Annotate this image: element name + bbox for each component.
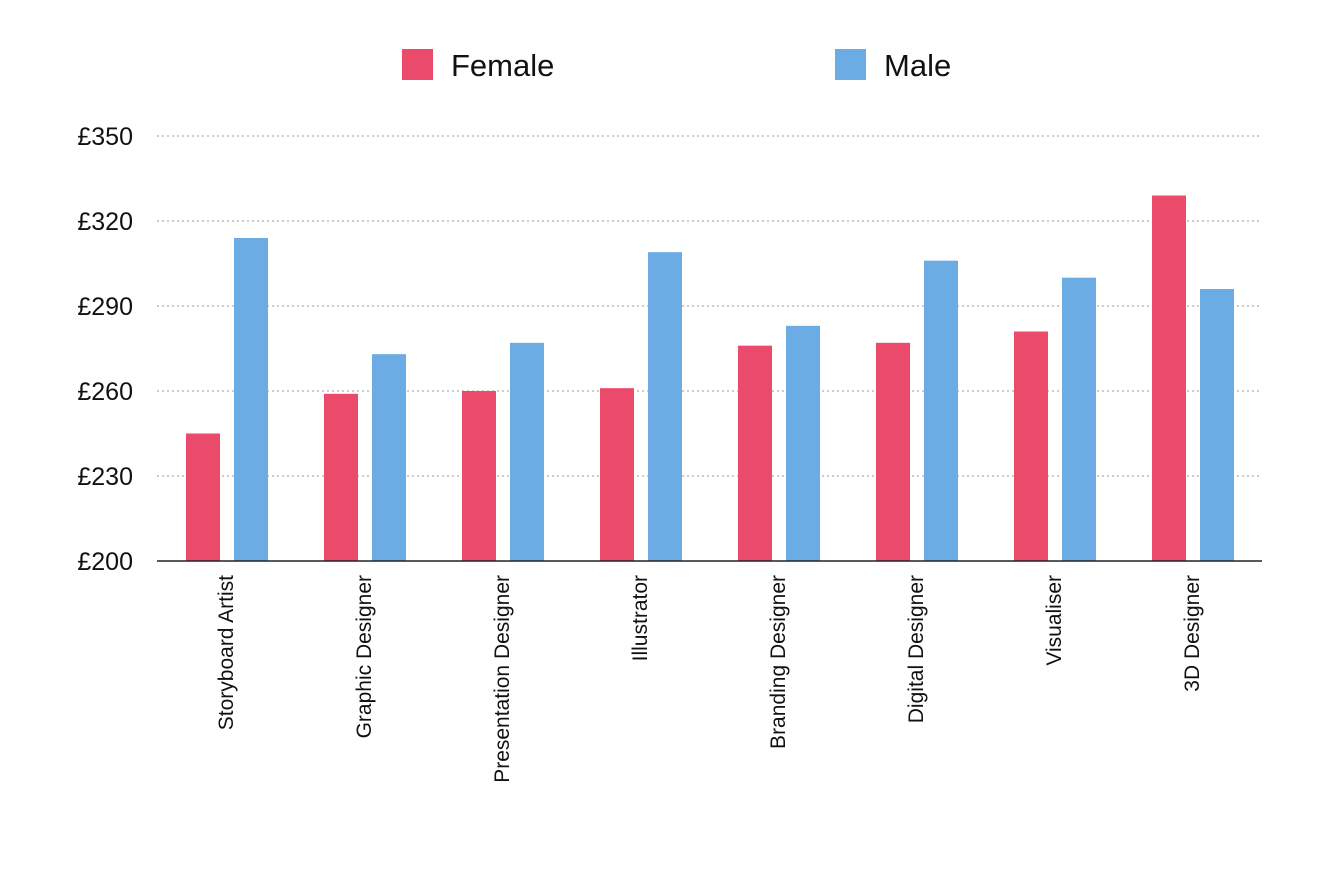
x-tick-label: Presentation Designer bbox=[491, 575, 514, 783]
y-tick-label: £320 bbox=[77, 208, 133, 236]
y-axis: £350 £320 £290 £260 £230 £200 bbox=[77, 123, 133, 576]
x-tick-label: Illustrator bbox=[629, 575, 652, 661]
bar-female-visualiser bbox=[1014, 331, 1048, 561]
bar-female-digital-designer bbox=[876, 342, 910, 561]
bar-female-graphic-designer bbox=[324, 393, 358, 561]
bar-male-branding-designer bbox=[786, 325, 820, 561]
x-tick-label: 3D Designer bbox=[1181, 575, 1204, 692]
bars bbox=[186, 195, 1234, 561]
bar-male-storyboard-artist bbox=[234, 238, 268, 561]
bar-female-storyboard-artist bbox=[186, 433, 220, 561]
gridlines bbox=[157, 135, 1262, 477]
legend-label-female: Female bbox=[451, 48, 554, 83]
bar-male-visualiser bbox=[1062, 277, 1096, 561]
legend-label-male: Male bbox=[884, 48, 951, 83]
y-tick-label: £290 bbox=[77, 293, 133, 321]
x-tick-label: Graphic Designer bbox=[353, 575, 376, 738]
bar-male-3d-designer bbox=[1200, 289, 1234, 561]
legend-swatch-male bbox=[835, 49, 866, 80]
x-tick-label: Visualiser bbox=[1043, 575, 1066, 666]
bar-female-illustrator bbox=[600, 388, 634, 561]
bar-male-digital-designer bbox=[924, 260, 958, 561]
bar-female-branding-designer bbox=[738, 345, 772, 561]
y-tick-label: £230 bbox=[77, 463, 133, 491]
y-tick-label: £350 bbox=[77, 123, 133, 151]
bar-female-presentation-designer bbox=[462, 391, 496, 561]
legend-swatch-female bbox=[402, 49, 433, 80]
bar-male-presentation-designer bbox=[510, 342, 544, 561]
y-tick-label: £200 bbox=[77, 548, 133, 576]
x-tick-label: Storyboard Artist bbox=[215, 575, 238, 730]
bar-male-illustrator bbox=[648, 252, 682, 561]
x-tick-label: Digital Designer bbox=[905, 575, 928, 723]
bar-male-graphic-designer bbox=[372, 354, 406, 561]
x-axis: Storyboard Artist Graphic Designer Prese… bbox=[215, 575, 1204, 783]
legend: Female Male bbox=[402, 48, 951, 83]
bar-female-3d-designer bbox=[1152, 195, 1186, 561]
x-tick-label: Branding Designer bbox=[767, 575, 790, 749]
y-tick-label: £260 bbox=[77, 378, 133, 406]
